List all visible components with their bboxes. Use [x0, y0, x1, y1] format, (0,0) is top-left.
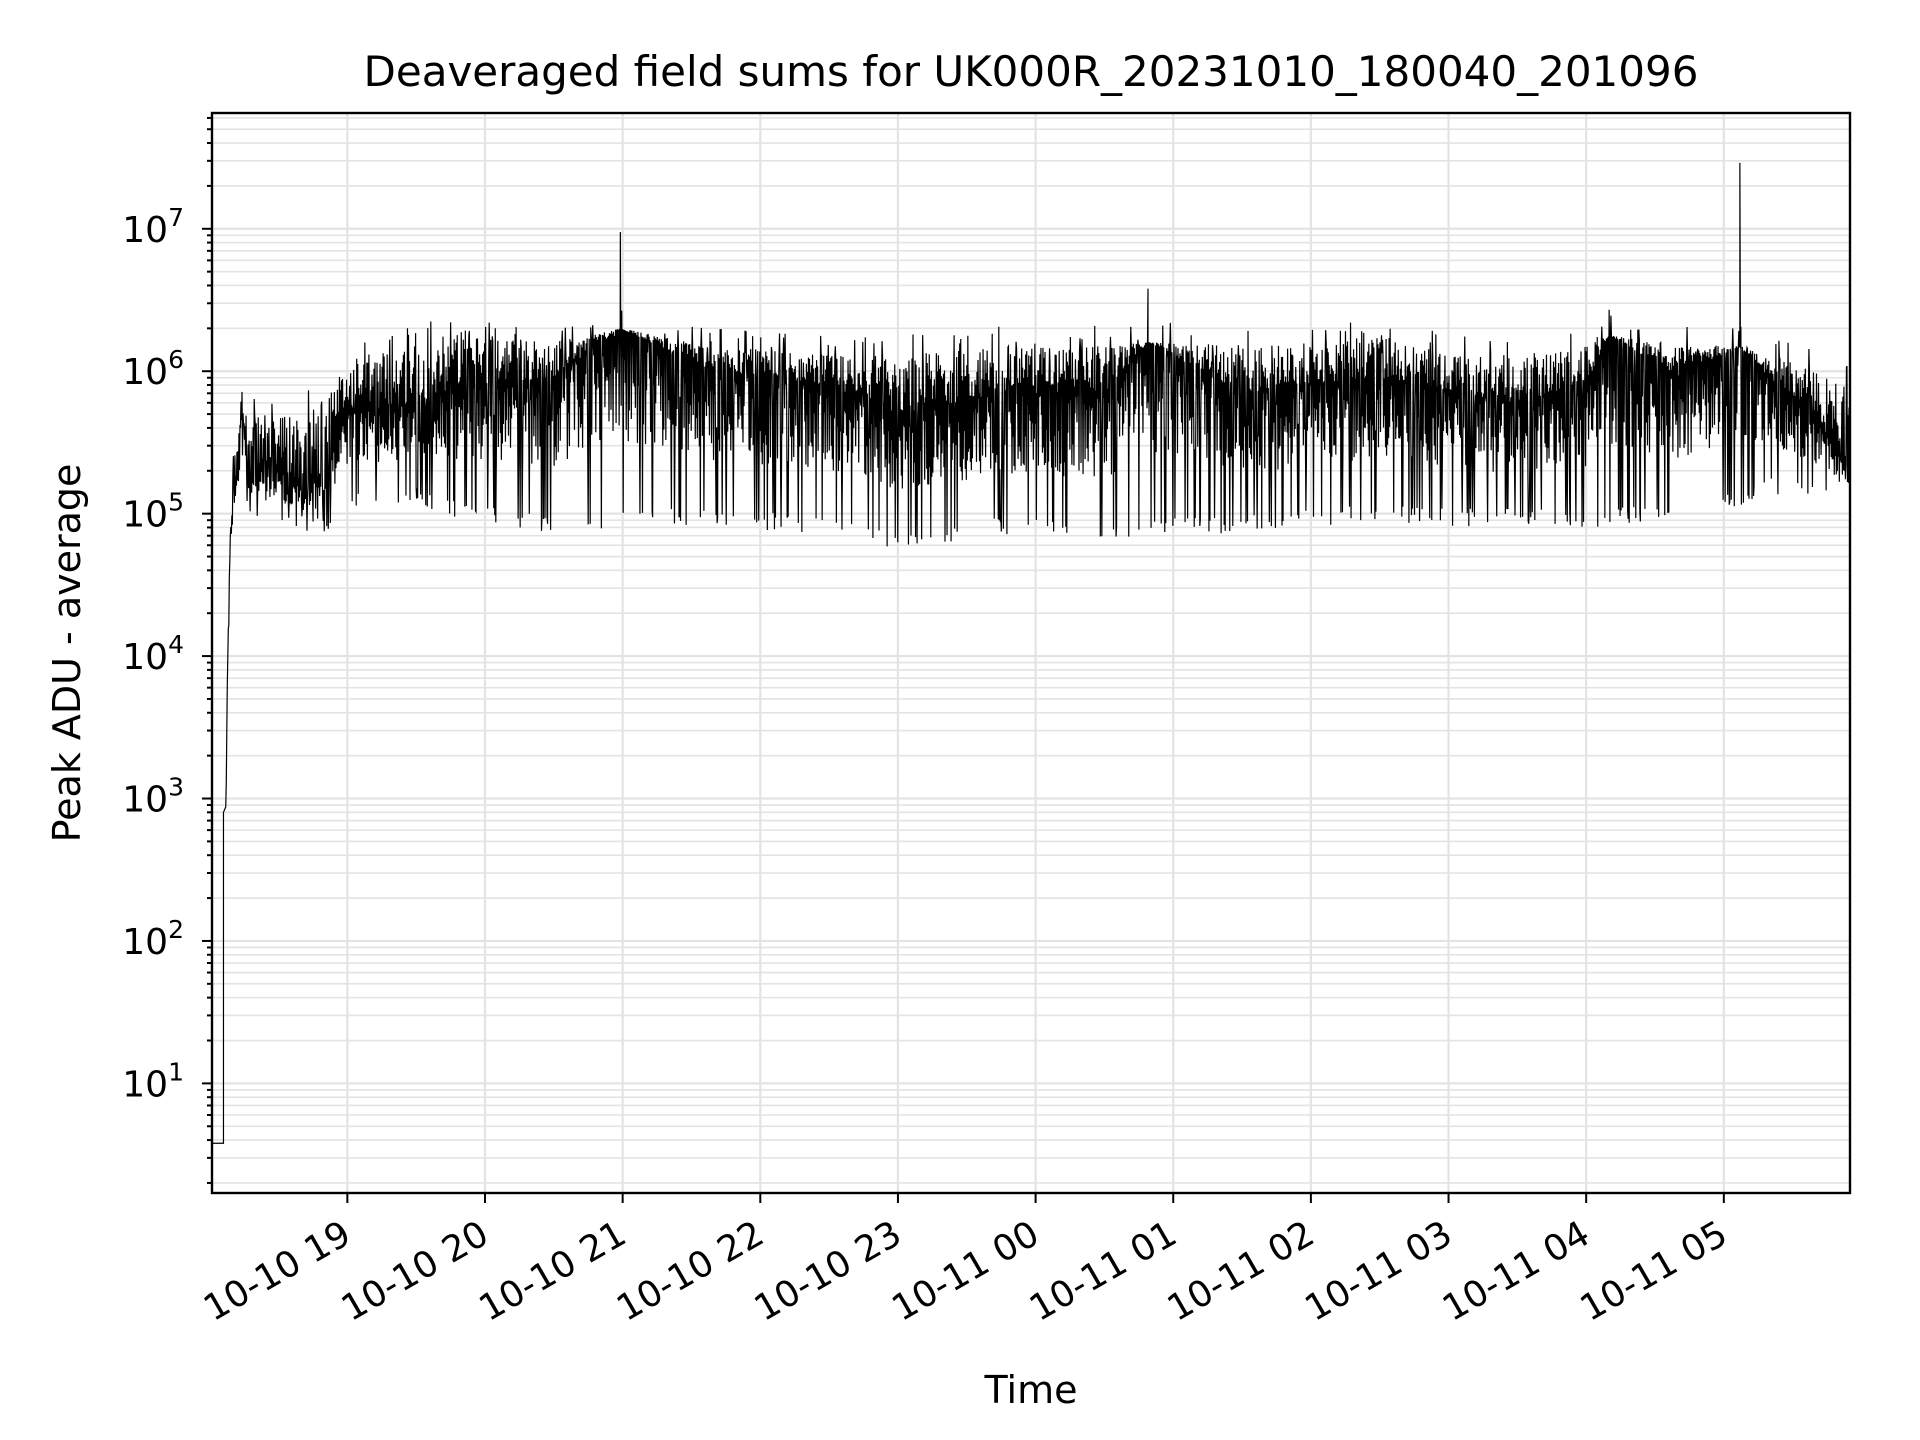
y-tick-label: 101: [122, 1057, 184, 1105]
x-tick-label: 10-11 03: [1298, 1213, 1459, 1329]
x-axis-label: Time: [984, 1368, 1078, 1412]
y-tick-label: 107: [122, 203, 184, 251]
y-tick-label: 106: [122, 345, 184, 393]
x-tick-label: 10-11 04: [1436, 1213, 1597, 1329]
x-tick-label: 10-10 21: [472, 1213, 633, 1329]
grid: [212, 113, 1850, 1193]
x-tick-label: 10-10 20: [335, 1213, 496, 1329]
series-line: [212, 162, 1850, 1144]
x-tick-label: 10-11 01: [1023, 1213, 1184, 1329]
x-tick-label: 10-10 22: [610, 1213, 771, 1329]
plot-frame: [210, 111, 1852, 1195]
x-tick-label: 10-11 02: [1161, 1213, 1322, 1329]
x-tick-label: 10-11 05: [1574, 1213, 1735, 1329]
y-axis: 101 102 103 104 105 106 107: [122, 116, 212, 1184]
y-tick-label: 102: [122, 915, 184, 963]
x-tick-label: 10-10 23: [748, 1213, 909, 1329]
chart-title: Deaveraged field sums for UK000R_2023101…: [364, 47, 1699, 96]
y-tick-label: 103: [122, 773, 184, 821]
x-tick-label: 10-11 00: [885, 1213, 1046, 1329]
y-tick-label: 105: [122, 488, 184, 536]
y-tick-label: 104: [122, 630, 184, 678]
y-axis-label: Peak ADU - average: [45, 464, 89, 843]
x-tick-label: 10-10 19: [197, 1213, 358, 1329]
series-path: [212, 162, 1850, 1144]
